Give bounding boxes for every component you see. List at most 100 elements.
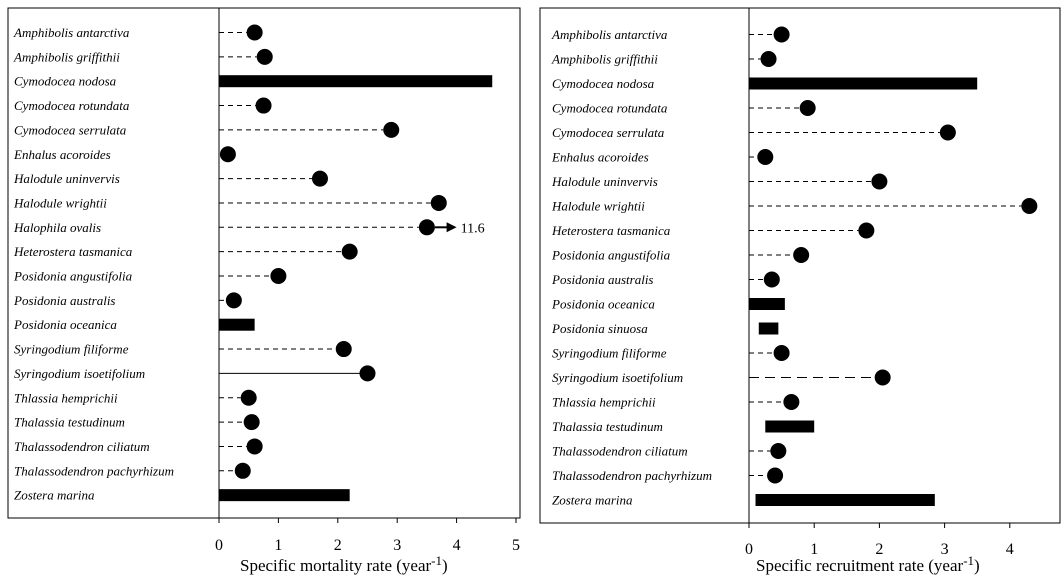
x-tick-label: 2 [875,541,883,558]
overflow-arrow-head [446,222,457,233]
data-point [225,292,242,309]
species-label: Enhalus acoroides [13,147,111,162]
data-bar [749,77,978,90]
x-tick-label: 5 [512,537,520,554]
data-point [874,369,891,386]
species-label: Posidonia australis [551,272,654,287]
data-point [270,268,287,284]
data-point [335,341,352,358]
species-label: Posidonia oceanica [13,317,117,332]
mortality-chart: Amphibolis antarctiva Amphibolis griffith… [7,7,521,575]
data-point [760,51,777,67]
mortality-chart-panel: Amphibolis antarctiva Amphibolis griffith… [7,7,521,575]
species-label: Posidonia angustifolia [13,269,133,284]
recruitment-chart-panel: Amphibolis antarctiva Amphibolis griffith… [532,0,1064,584]
x-axis-title-text: Specific recruitment rate (year [756,556,964,575]
data-point [767,467,784,484]
species-label: Posidonia angustifolia [551,248,671,263]
x-axis-title: Specific recruitment rate (year-1) [756,553,980,575]
species-label: Thalassodendron pachyrhizum [552,468,712,483]
species-label: Thalassia testudinum [14,415,125,430]
plot-frame [7,7,521,519]
x-tick-label: 0 [745,541,753,558]
x-tick-label: 1 [810,541,818,558]
x-axis-title-exponent: -1 [431,553,442,568]
recruitment-chart: Amphibolis antarctiva Amphibolis griffith… [539,7,1061,575]
overflow-value-label: 11.6 [461,221,485,236]
data-point [799,100,816,116]
data-point [234,462,251,479]
data-point [255,97,272,114]
species-label: Heterostera tasmanica [551,223,671,238]
x-axis-title-text: Specific mortality rate (year [240,556,431,575]
x-axis-title-close: ) [442,556,448,575]
data-point [383,121,400,138]
species-label: Halodule wrightii [551,199,645,214]
species-label: Thalassodendron ciliatum [552,444,688,459]
x-tick-label: 0 [215,537,223,554]
species-label: Syringodium filiforme [14,342,129,357]
species-label: Posidonia sinuosa [551,321,648,336]
species-label: Amphibolis griffithii [13,49,120,64]
data-point [1021,198,1038,214]
data-bar [219,489,350,502]
data-point [256,48,273,65]
data-bar [755,494,935,506]
species-label: Zostera marina [14,488,95,503]
species-label: Cymodocea rotundata [14,98,130,113]
data-point [341,243,358,260]
species-label: Amphibolis griffithii [551,52,658,67]
species-label: Halodule wrightii [13,195,107,210]
x-tick-label: 3 [941,541,949,558]
species-label: Posidonia australis [13,293,116,308]
species-label: Syringodium isoetifolium [14,366,145,381]
species-label: Cymodocea serrulata [14,122,127,137]
species-label: Cymodocea nodosa [552,76,655,91]
data-point [430,194,447,211]
x-tick-label: 4 [453,537,461,554]
data-point [773,345,790,361]
species-label: Halophila ovalis [13,220,101,235]
data-bar [749,298,785,310]
plot-frame [539,7,1061,524]
species-label: Posidonia oceanica [551,297,655,312]
species-label: Thalassodendron pachyrhizum [14,463,174,478]
data-point [871,173,888,190]
data-point [243,414,260,431]
species-label: Cymodocea serrulata [552,125,665,140]
data-point [240,389,257,406]
data-bar [219,75,493,88]
x-axis-title-exponent: -1 [963,553,974,568]
data-point [246,438,263,455]
data-point [311,170,328,187]
data-point [783,394,800,410]
x-tick-label: 1 [274,537,282,554]
data-point [246,24,263,41]
data-point [793,247,810,263]
x-tick-label: 4 [1006,541,1014,558]
species-label: Syringodium isoetifolium [552,370,683,385]
data-point [763,271,780,288]
data-point [770,443,787,459]
data-bar [219,318,255,331]
data-point [219,146,236,163]
data-point [359,365,376,382]
x-tick-label: 3 [393,537,401,554]
data-point [757,149,774,165]
species-label: Enhalus acoroides [551,150,649,165]
species-label: Syringodium filiforme [552,346,667,361]
x-tick-label: 2 [334,537,342,554]
x-axis-title: Specific mortality rate (year-1) [240,553,448,575]
x-axis-title-close: ) [974,556,980,575]
species-label: Halodule uninvervis [551,174,658,189]
species-label: Thlassia hemprichii [552,395,656,410]
species-label: Thlassia hemprichii [14,390,118,405]
data-point [773,26,790,43]
species-label: Thalassodendron ciliatum [14,439,150,454]
species-label: Amphibolis antarctiva [13,25,130,40]
species-label: Cymodocea nodosa [14,74,117,89]
species-label: Thalassia testudinum [552,419,663,434]
data-point [939,124,956,141]
data-bar [758,322,779,335]
species-label: Cymodocea rotundata [552,101,668,116]
